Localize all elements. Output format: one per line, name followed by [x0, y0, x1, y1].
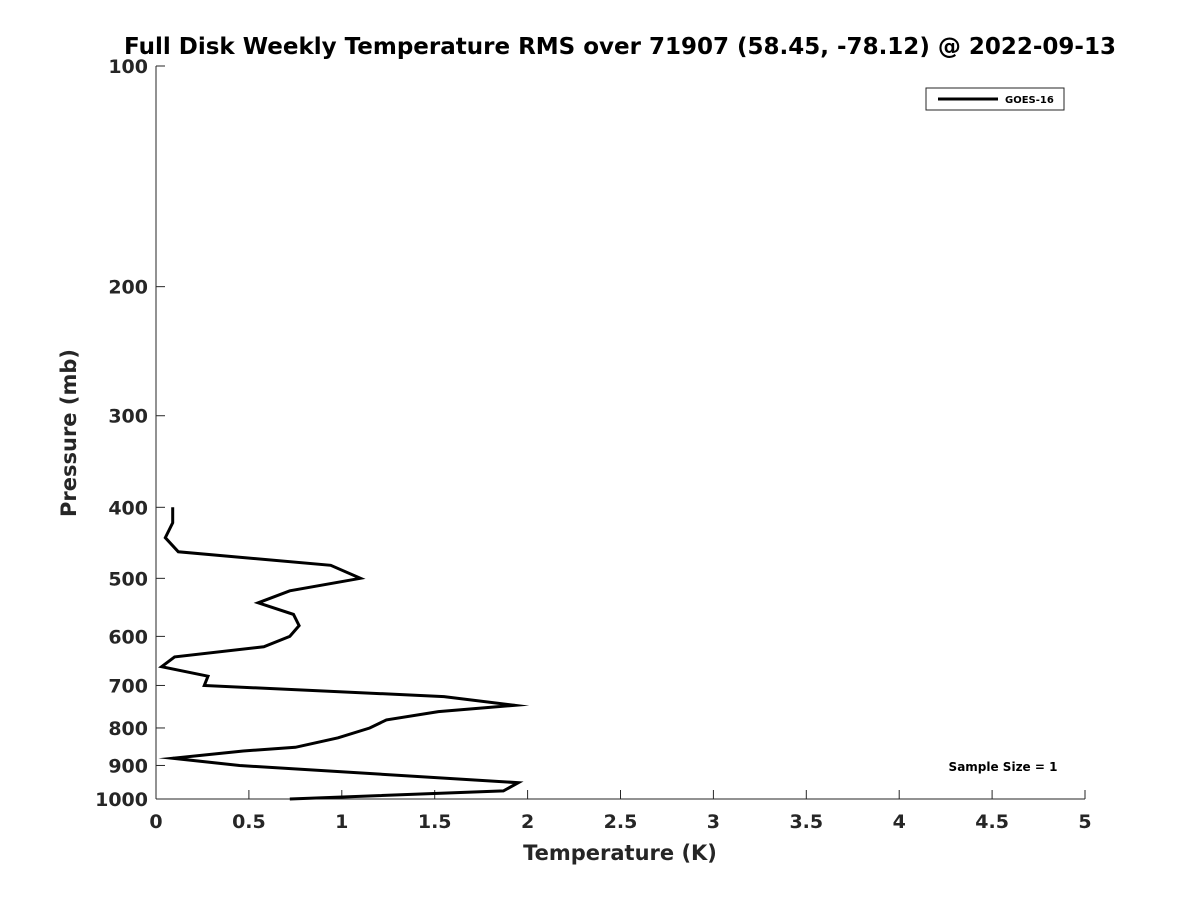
x-axis-ticks: 0 0.5 1 1.5 2 2.5 3 3.5 4 4.5 5 — [149, 790, 1092, 833]
x-tick-label: 2.5 — [604, 811, 638, 833]
y-tick-label: 700 — [108, 675, 148, 697]
x-tick-label: 4 — [893, 811, 906, 833]
y-tick-label: 200 — [108, 277, 148, 299]
sample-size-annotation: Sample Size = 1 — [949, 760, 1058, 774]
y-tick-label: 500 — [108, 568, 148, 590]
series-layer — [158, 507, 530, 801]
x-tick-label: 1.5 — [418, 811, 452, 833]
x-tick-label: 4.5 — [975, 811, 1009, 833]
legend-label-goes-16: GOES-16 — [1005, 95, 1054, 106]
series-line-goes-16 — [158, 507, 530, 801]
x-tick-label: 3.5 — [789, 811, 823, 833]
y-axis-label: Pressure (mb) — [57, 349, 81, 517]
y-tick-label: 400 — [108, 497, 148, 519]
y-tick-label: 900 — [108, 755, 148, 777]
y-tick-label: 1000 — [95, 789, 148, 811]
y-tick-label: 600 — [108, 626, 148, 648]
y-tick-label: 100 — [108, 56, 148, 78]
x-tick-label: 3 — [707, 811, 720, 833]
x-tick-label: 5 — [1078, 811, 1091, 833]
plot-background — [156, 66, 1085, 799]
x-tick-label: 1 — [335, 811, 348, 833]
x-tick-label: 0 — [149, 811, 162, 833]
x-axis-label: Temperature (K) — [523, 841, 717, 865]
y-tick-label: 300 — [108, 406, 148, 428]
x-tick-label: 0.5 — [232, 811, 266, 833]
y-tick-label: 800 — [108, 718, 148, 740]
plot-area: 0 0.5 1 1.5 2 2.5 3 3.5 4 4.5 5 100 200 300 400 500 600… — [95, 56, 1092, 833]
legend: GOES-16 — [925, 87, 1065, 111]
y-axis-ticks: 100 200 300 400 500 600 700 800 900 1000 — [95, 56, 165, 811]
chart-title: Full Disk Weekly Temperature RMS over 71… — [124, 34, 1116, 60]
x-tick-label: 2 — [521, 811, 534, 833]
